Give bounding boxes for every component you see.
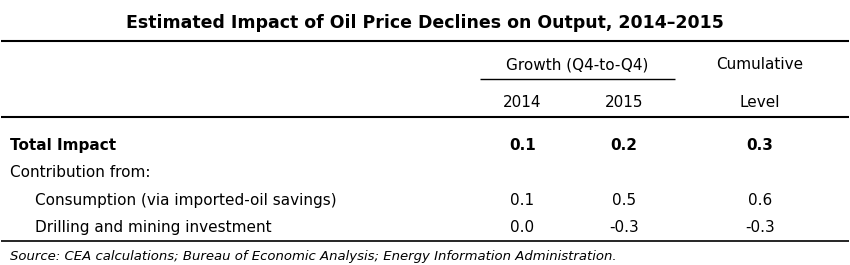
Text: Consumption (via imported-oil savings): Consumption (via imported-oil savings) — [36, 193, 337, 208]
Text: 0.1: 0.1 — [509, 138, 536, 153]
Text: 0.5: 0.5 — [612, 193, 636, 208]
Text: -0.3: -0.3 — [609, 220, 639, 236]
Text: Drilling and mining investment: Drilling and mining investment — [36, 220, 272, 236]
Text: Growth (Q4-to-Q4): Growth (Q4-to-Q4) — [507, 57, 649, 72]
Text: 0.3: 0.3 — [746, 138, 774, 153]
Text: Cumulative: Cumulative — [716, 57, 803, 72]
Text: Contribution from:: Contribution from: — [10, 165, 150, 180]
Text: Source: CEA calculations; Bureau of Economic Analysis; Energy Information Admini: Source: CEA calculations; Bureau of Econ… — [10, 250, 616, 263]
Text: 0.6: 0.6 — [747, 193, 772, 208]
Text: Estimated Impact of Oil Price Declines on Output, 2014–2015: Estimated Impact of Oil Price Declines o… — [126, 14, 724, 32]
Text: Level: Level — [740, 95, 780, 110]
Text: 0.1: 0.1 — [510, 193, 535, 208]
Text: 2015: 2015 — [605, 95, 643, 110]
Text: Total Impact: Total Impact — [10, 138, 116, 153]
Text: 2014: 2014 — [503, 95, 541, 110]
Text: 0.2: 0.2 — [610, 138, 638, 153]
Text: 0.0: 0.0 — [510, 220, 535, 236]
Text: -0.3: -0.3 — [745, 220, 774, 236]
